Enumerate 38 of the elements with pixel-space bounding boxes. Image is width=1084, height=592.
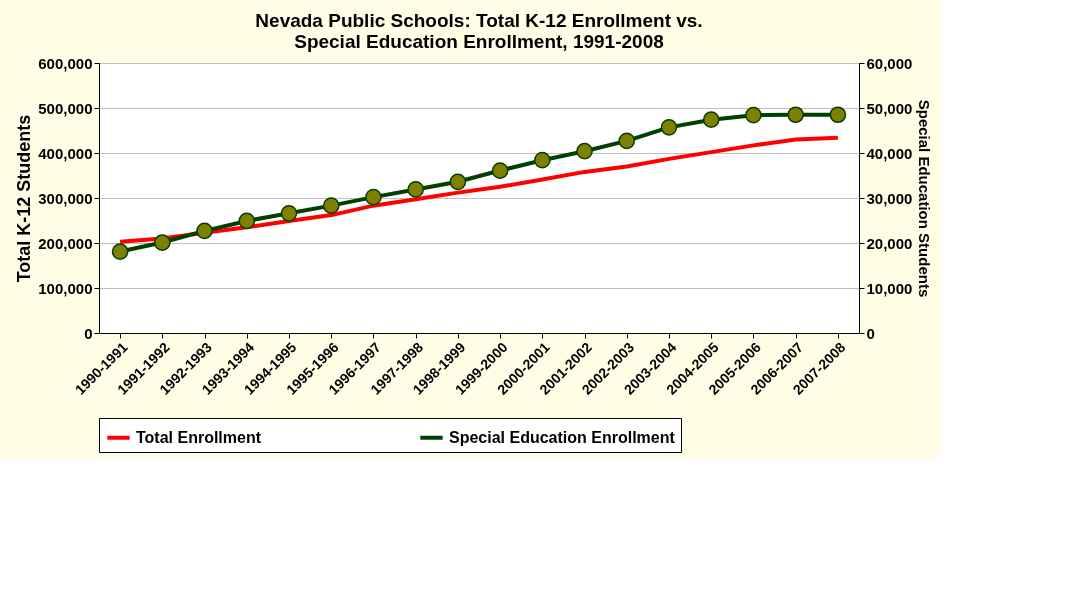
point <box>491 162 509 179</box>
point <box>154 234 171 251</box>
legend-label: Special Education Enrollment <box>449 428 676 446</box>
y2-axis-title: Special Education Students <box>916 99 934 298</box>
point <box>238 212 256 230</box>
y-tick-label: 600,000 <box>38 54 93 72</box>
point <box>111 243 129 260</box>
y-tick-label: 500,000 <box>38 99 93 117</box>
y2-tick-label: 0 <box>866 324 875 342</box>
point <box>618 132 636 150</box>
point <box>280 204 298 222</box>
point <box>702 111 720 129</box>
point <box>534 151 551 169</box>
point <box>829 106 847 124</box>
y-tick-label: 200,000 <box>38 234 93 252</box>
y2-tick-label: 50,000 <box>866 99 913 117</box>
point <box>322 197 340 214</box>
y-tick-label: 0 <box>84 324 93 342</box>
legend-label: Total Enrollment <box>136 428 262 446</box>
y2-tick-label: 30,000 <box>866 189 913 207</box>
point <box>365 188 382 206</box>
point <box>576 142 593 160</box>
text: Special Education Enrollment, 1991-2008 <box>294 31 664 52</box>
y2-tick-label: 40,000 <box>866 144 913 162</box>
y-tick-label: 100,000 <box>38 279 93 297</box>
point <box>196 222 213 240</box>
point <box>745 106 762 124</box>
y2-tick-label: 10,000 <box>866 279 913 297</box>
point <box>787 106 804 124</box>
y-tick-label: 300,000 <box>38 189 93 207</box>
y2-tick-label: 60,000 <box>866 54 913 72</box>
point <box>660 119 678 136</box>
text: Nevada Public Schools: Total K-12 Enrollment vs. <box>255 10 703 31</box>
y-axis-title: Total K-12 Students <box>14 114 35 283</box>
point <box>449 173 467 191</box>
y2-tick-label: 20,000 <box>866 234 913 252</box>
y-tick-label: 400,000 <box>38 144 93 162</box>
point <box>407 181 424 198</box>
